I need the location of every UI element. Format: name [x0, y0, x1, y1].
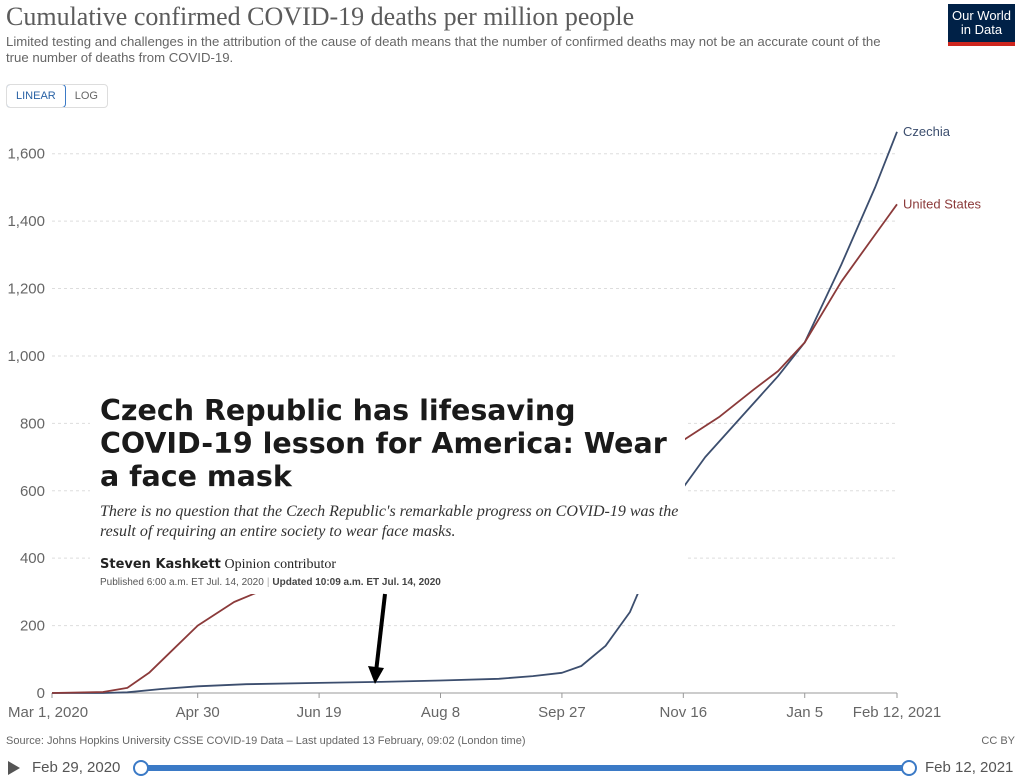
- y-tick-label: 1,400: [7, 213, 45, 230]
- timeline-end-handle[interactable]: [901, 760, 917, 776]
- timeline-end-label: Feb 12, 2021: [925, 759, 1014, 776]
- chart-title: Cumulative confirmed COVID-19 deaths per…: [6, 2, 635, 31]
- owid-logo[interactable]: Our World in Data: [948, 4, 1015, 46]
- license-link[interactable]: CC BY: [981, 735, 1015, 747]
- log-scale-button[interactable]: LOG: [74, 90, 98, 102]
- y-axis-ticks: 0 200 400 600 800 1,000 1,200 1,400 1,600: [7, 146, 45, 702]
- linear-scale-button[interactable]: LINEAR: [6, 85, 66, 107]
- x-tick-label: Jun 19: [297, 704, 342, 721]
- y-tick-label: 0: [37, 685, 45, 702]
- play-icon[interactable]: [8, 761, 20, 775]
- article-updated: Updated 10:09 a.m. ET Jul. 14, 2020: [272, 577, 441, 588]
- article-dek: There is no question that the Czech Repu…: [100, 503, 679, 540]
- y-tick-label: 800: [20, 415, 45, 432]
- series-label: United States: [903, 196, 982, 211]
- chart-subtitle: Limited testing and challenges in the at…: [6, 34, 881, 65]
- x-tick-label: Feb 12, 2021: [853, 704, 941, 721]
- x-tick-label: Mar 1, 2020: [8, 704, 88, 721]
- series-label: Czechia: [903, 124, 951, 139]
- x-tick-label: Apr 30: [176, 704, 220, 721]
- x-tick-label: Jan 5: [786, 704, 823, 721]
- series-labels: Czechia United States: [903, 124, 982, 211]
- scale-toggle: LINEAR LOG: [6, 84, 108, 108]
- y-tick-label: 1,600: [7, 146, 45, 163]
- x-tick-label: Aug 8: [421, 704, 460, 721]
- y-tick-label: 1,200: [7, 281, 45, 298]
- line-chart: 0 200 400 600 800 1,000 1,200 1,400 1,600 Mar 1,…: [7, 124, 982, 721]
- x-tick-label: Sep 27: [538, 704, 586, 721]
- timeline-track[interactable]: [140, 765, 908, 771]
- logo-line-1: Our World: [952, 8, 1011, 23]
- timeline-slider: Feb 29, 2020 Feb 12, 2021: [0, 755, 1021, 783]
- y-tick-label: 600: [20, 483, 45, 500]
- series-line-czechia: [52, 131, 898, 694]
- article-author: Steven Kashkett: [100, 557, 221, 572]
- article-author-role: Opinion contributor: [224, 557, 337, 572]
- x-axis-ticks: Mar 1, 2020 Apr 30 Jun 19 Aug 8 Sep 27 Nov 16…: [8, 693, 941, 721]
- x-tick-label: Nov 16: [660, 704, 708, 721]
- y-tick-label: 1,000: [7, 348, 45, 365]
- timeline-start-handle[interactable]: [133, 760, 149, 776]
- article-published: Published 6:00 a.m. ET Jul. 14, 2020: [100, 577, 264, 588]
- article-dates: Published 6:00 a.m. ET Jul. 14, 2020 | Upd…: [100, 577, 441, 588]
- timeline-start-label: Feb 29, 2020: [32, 759, 121, 776]
- news-clipping: Czech Republic has lifesaving COVID-19 l…: [90, 382, 685, 594]
- source-note: Source: Johns Hopkins University CSSE CO…: [6, 735, 526, 747]
- logo-line-2: in Data: [960, 22, 1003, 37]
- y-tick-label: 400: [20, 550, 45, 567]
- article-byline: Steven Kashkett Opinion contributor: [100, 556, 336, 573]
- dates-separator: |: [266, 577, 270, 588]
- article-headline: Czech Republic has lifesaving COVID-19 l…: [100, 394, 667, 493]
- y-tick-label: 200: [20, 618, 45, 635]
